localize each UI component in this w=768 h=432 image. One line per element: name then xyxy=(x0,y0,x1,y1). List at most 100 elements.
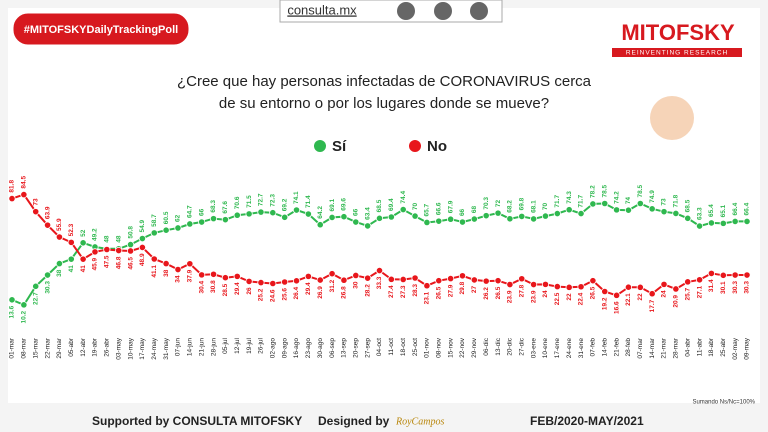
x-tick-label: 27-dic xyxy=(518,337,525,355)
x-tick-label: 29-mar xyxy=(56,337,63,358)
point xyxy=(589,200,597,208)
point xyxy=(162,259,170,268)
value-label: 26.2 xyxy=(483,287,490,300)
value-label: 54.9 xyxy=(139,219,146,232)
x-tick-label: 21-mar xyxy=(661,337,668,358)
point xyxy=(281,278,289,286)
x-tick-label: 15-nov xyxy=(447,337,454,358)
point xyxy=(435,277,443,285)
value-label: 27.4 xyxy=(388,285,395,298)
value-label: 29.8 xyxy=(459,281,466,294)
value-label: 45.9 xyxy=(92,257,99,270)
legend-label: No xyxy=(427,138,447,155)
value-label: 66.4 xyxy=(744,202,751,215)
value-label: 48.9 xyxy=(139,253,146,266)
x-tick-label: 07-mar xyxy=(637,337,644,358)
value-label: 25.6 xyxy=(281,288,288,301)
value-label: 73 xyxy=(661,198,668,206)
x-tick-label: 02-ago xyxy=(270,338,277,359)
x-tick-label: 12-jul xyxy=(234,337,241,353)
point xyxy=(707,269,716,277)
point xyxy=(731,217,739,226)
point xyxy=(32,208,40,216)
point xyxy=(138,243,147,252)
value-label: 22.5 xyxy=(554,292,561,305)
value-label: 26.8 xyxy=(341,286,348,299)
point xyxy=(636,283,644,291)
point xyxy=(233,272,241,280)
x-tick-label: 26-jul xyxy=(258,337,265,353)
x-tick-label: 19-jul xyxy=(246,337,253,353)
x-tick-label: 20-sep xyxy=(353,338,360,358)
value-label: 70.6 xyxy=(234,196,241,209)
point xyxy=(518,212,526,221)
point xyxy=(577,283,585,291)
value-label: 65.7 xyxy=(424,203,431,216)
point xyxy=(577,209,585,218)
value-label: 10.2 xyxy=(21,310,28,323)
facebook-icon[interactable] xyxy=(434,2,452,20)
value-label: 30.3 xyxy=(44,281,51,294)
point xyxy=(553,283,561,291)
point xyxy=(470,215,478,223)
point xyxy=(20,301,28,309)
value-label: 30.8 xyxy=(210,280,217,293)
value-label: 66.4 xyxy=(732,202,739,215)
value-label: 69.8 xyxy=(518,197,525,210)
value-label: 84.5 xyxy=(21,176,28,189)
x-tick-label: 03-may xyxy=(115,337,122,359)
point xyxy=(257,208,265,216)
designed-by: Designed by xyxy=(318,414,390,428)
point xyxy=(32,282,40,290)
x-tick-label: 14-mar xyxy=(649,337,656,358)
value-label: 30.4 xyxy=(198,281,205,294)
value-label: 33.3 xyxy=(376,276,383,289)
point xyxy=(660,208,668,216)
point xyxy=(364,274,372,282)
value-label: 27 xyxy=(471,286,478,294)
value-label: 28.3 xyxy=(412,284,419,297)
point xyxy=(482,277,490,285)
x-tick-label: 02-may xyxy=(732,337,739,359)
x-tick-label: 24-ene xyxy=(566,338,573,359)
value-label: 66.6 xyxy=(435,202,442,215)
x-tick-label: 22-mar xyxy=(44,337,51,358)
value-label: 74.4 xyxy=(400,191,407,204)
point xyxy=(660,280,668,288)
point xyxy=(387,275,395,283)
value-label: 74.3 xyxy=(566,191,573,204)
legend-label: Sí xyxy=(332,138,347,155)
point xyxy=(470,276,478,284)
value-label: 69.4 xyxy=(388,198,395,211)
point xyxy=(292,277,301,285)
x-tick-label: 28-feb xyxy=(625,338,632,357)
point xyxy=(399,275,407,284)
twitter-icon[interactable] xyxy=(397,2,415,20)
value-label: 26.5 xyxy=(435,286,442,299)
point xyxy=(399,205,407,214)
value-label: 13.6 xyxy=(9,305,16,318)
chart-title-line: ¿Cree que hay personas infectadas de COR… xyxy=(177,73,592,90)
value-label: 64.7 xyxy=(187,205,194,218)
value-label: 60.5 xyxy=(163,211,170,224)
x-tick-label: 17-ene xyxy=(554,338,561,359)
value-label: 20.9 xyxy=(673,295,680,308)
x-tick-label: 11-abr xyxy=(696,337,703,356)
value-label: 69.6 xyxy=(341,198,348,211)
x-tick-label: 09-ago xyxy=(281,338,288,359)
value-label: 26 xyxy=(246,287,253,295)
point xyxy=(79,239,87,247)
point xyxy=(340,276,348,284)
point xyxy=(162,226,170,234)
value-label: 23.1 xyxy=(424,291,431,304)
point xyxy=(375,214,384,222)
site-link[interactable]: consulta.mx xyxy=(287,2,357,17)
point xyxy=(494,277,502,285)
point xyxy=(695,276,704,284)
value-label: 26.4 xyxy=(293,286,300,299)
x-tick-label: 11-oct xyxy=(388,338,395,356)
youtube-icon[interactable] xyxy=(470,2,488,20)
point xyxy=(387,213,395,221)
value-label: 26.5 xyxy=(590,286,597,299)
point xyxy=(316,221,324,229)
